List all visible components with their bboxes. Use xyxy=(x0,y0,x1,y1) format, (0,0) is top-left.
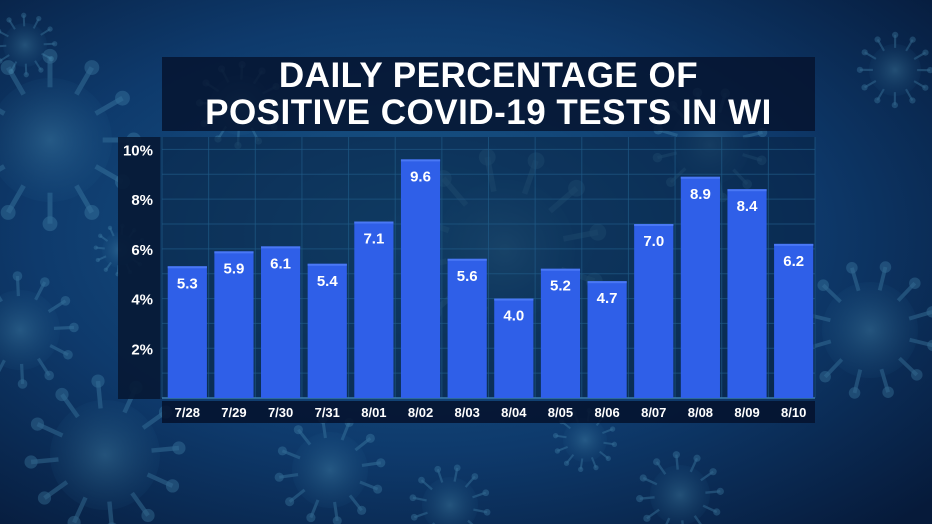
bar xyxy=(634,224,674,398)
y-tick-label: 8% xyxy=(131,192,153,209)
bar-top-highlight xyxy=(587,281,627,284)
bar-value-label: 8.4 xyxy=(737,198,759,215)
bar-top-highlight xyxy=(774,243,814,246)
x-tick-label: 7/29 xyxy=(221,405,246,420)
bar xyxy=(261,246,301,398)
bar xyxy=(727,189,767,398)
x-tick-label: 8/03 xyxy=(455,405,480,420)
x-tick-label: 8/09 xyxy=(734,405,759,420)
bar-top-highlight xyxy=(447,258,487,261)
bar-value-label: 6.2 xyxy=(783,253,804,270)
bar-top-highlight xyxy=(400,159,441,162)
bar-value-label: 4.7 xyxy=(597,290,618,307)
chart-title-line-1: DAILY PERCENTAGE OF xyxy=(278,56,699,95)
y-axis: 2% 4% 6% 8% 10% xyxy=(123,142,153,358)
x-tick-label: 8/06 xyxy=(594,405,619,420)
chart-title: DAILY PERCENTAGE OF POSITIVE COVID-19 TE… xyxy=(162,57,815,131)
bar xyxy=(447,258,487,398)
bar xyxy=(494,298,534,398)
bar-top-highlight xyxy=(494,298,534,301)
y-tick-label: 4% xyxy=(131,292,153,309)
bar-value-label: 5.3 xyxy=(177,275,198,292)
bar xyxy=(167,266,207,398)
x-tick-label: 8/01 xyxy=(361,405,386,420)
bar-value-label: 8.9 xyxy=(690,186,711,203)
bar xyxy=(214,251,254,398)
chart-title-line-2: POSITIVE COVID-19 TESTS IN WI xyxy=(205,93,772,132)
bar-top-highlight xyxy=(680,176,720,179)
bar-top-highlight xyxy=(261,246,301,249)
bar-value-label: 4.0 xyxy=(503,308,524,325)
bar-top-highlight xyxy=(727,189,767,192)
bar-top-highlight xyxy=(214,251,254,254)
virus-particle-icon xyxy=(409,464,491,524)
y-tick-label: 2% xyxy=(131,341,153,358)
x-tick-label: 8/05 xyxy=(548,405,573,420)
x-tick-label: 8/04 xyxy=(501,405,527,420)
bar-value-label: 7.1 xyxy=(363,231,384,248)
bar xyxy=(680,176,720,398)
bar-value-label: 6.1 xyxy=(270,255,291,272)
x-tick-label: 8/08 xyxy=(688,405,713,420)
x-tick-label: 7/30 xyxy=(268,405,293,420)
bar xyxy=(774,243,814,398)
virus-particle-icon xyxy=(636,451,724,524)
bar xyxy=(307,263,347,398)
bar-top-highlight xyxy=(307,263,347,266)
x-axis: 7/28 7/29 7/30 7/31 8/01 8/02 8/03 8/04 8/05 8/06… xyxy=(175,405,807,420)
bar-value-label: 7.0 xyxy=(643,233,664,250)
bar-value-label: 5.2 xyxy=(550,278,571,295)
y-tick-label: 6% xyxy=(131,242,153,259)
bar-value-label: 5.6 xyxy=(457,268,478,285)
virus-particle-icon xyxy=(0,48,142,232)
x-tick-label: 8/10 xyxy=(781,405,806,420)
x-tick-label: 7/31 xyxy=(315,405,340,420)
virus-particle-icon xyxy=(856,31,932,109)
bar xyxy=(587,281,627,398)
y-tick-label: 10% xyxy=(123,142,153,159)
bar-value-label: 5.9 xyxy=(224,260,245,277)
bar-value-label: 9.6 xyxy=(410,168,431,185)
virus-particle-icon xyxy=(0,12,58,78)
bar-top-highlight xyxy=(354,221,394,224)
bar-top-highlight xyxy=(167,266,207,269)
bar xyxy=(354,221,394,398)
x-tick-label: 8/07 xyxy=(641,405,666,420)
x-tick-label: 8/02 xyxy=(408,405,433,420)
bars: 5.3 5.9 6.1 5.4 7.1 9.6 5.6 4.0 5.2 4.7 7.0 8.9 8.4 6… xyxy=(167,159,814,398)
bar xyxy=(400,159,441,398)
virus-particle-icon xyxy=(24,374,186,524)
bar-top-highlight xyxy=(634,224,674,226)
bar xyxy=(540,268,581,398)
bar-value-label: 5.4 xyxy=(317,273,339,290)
virus-particle-icon xyxy=(0,271,79,389)
bar-top-highlight xyxy=(540,268,581,271)
x-tick-label: 7/28 xyxy=(175,405,200,420)
